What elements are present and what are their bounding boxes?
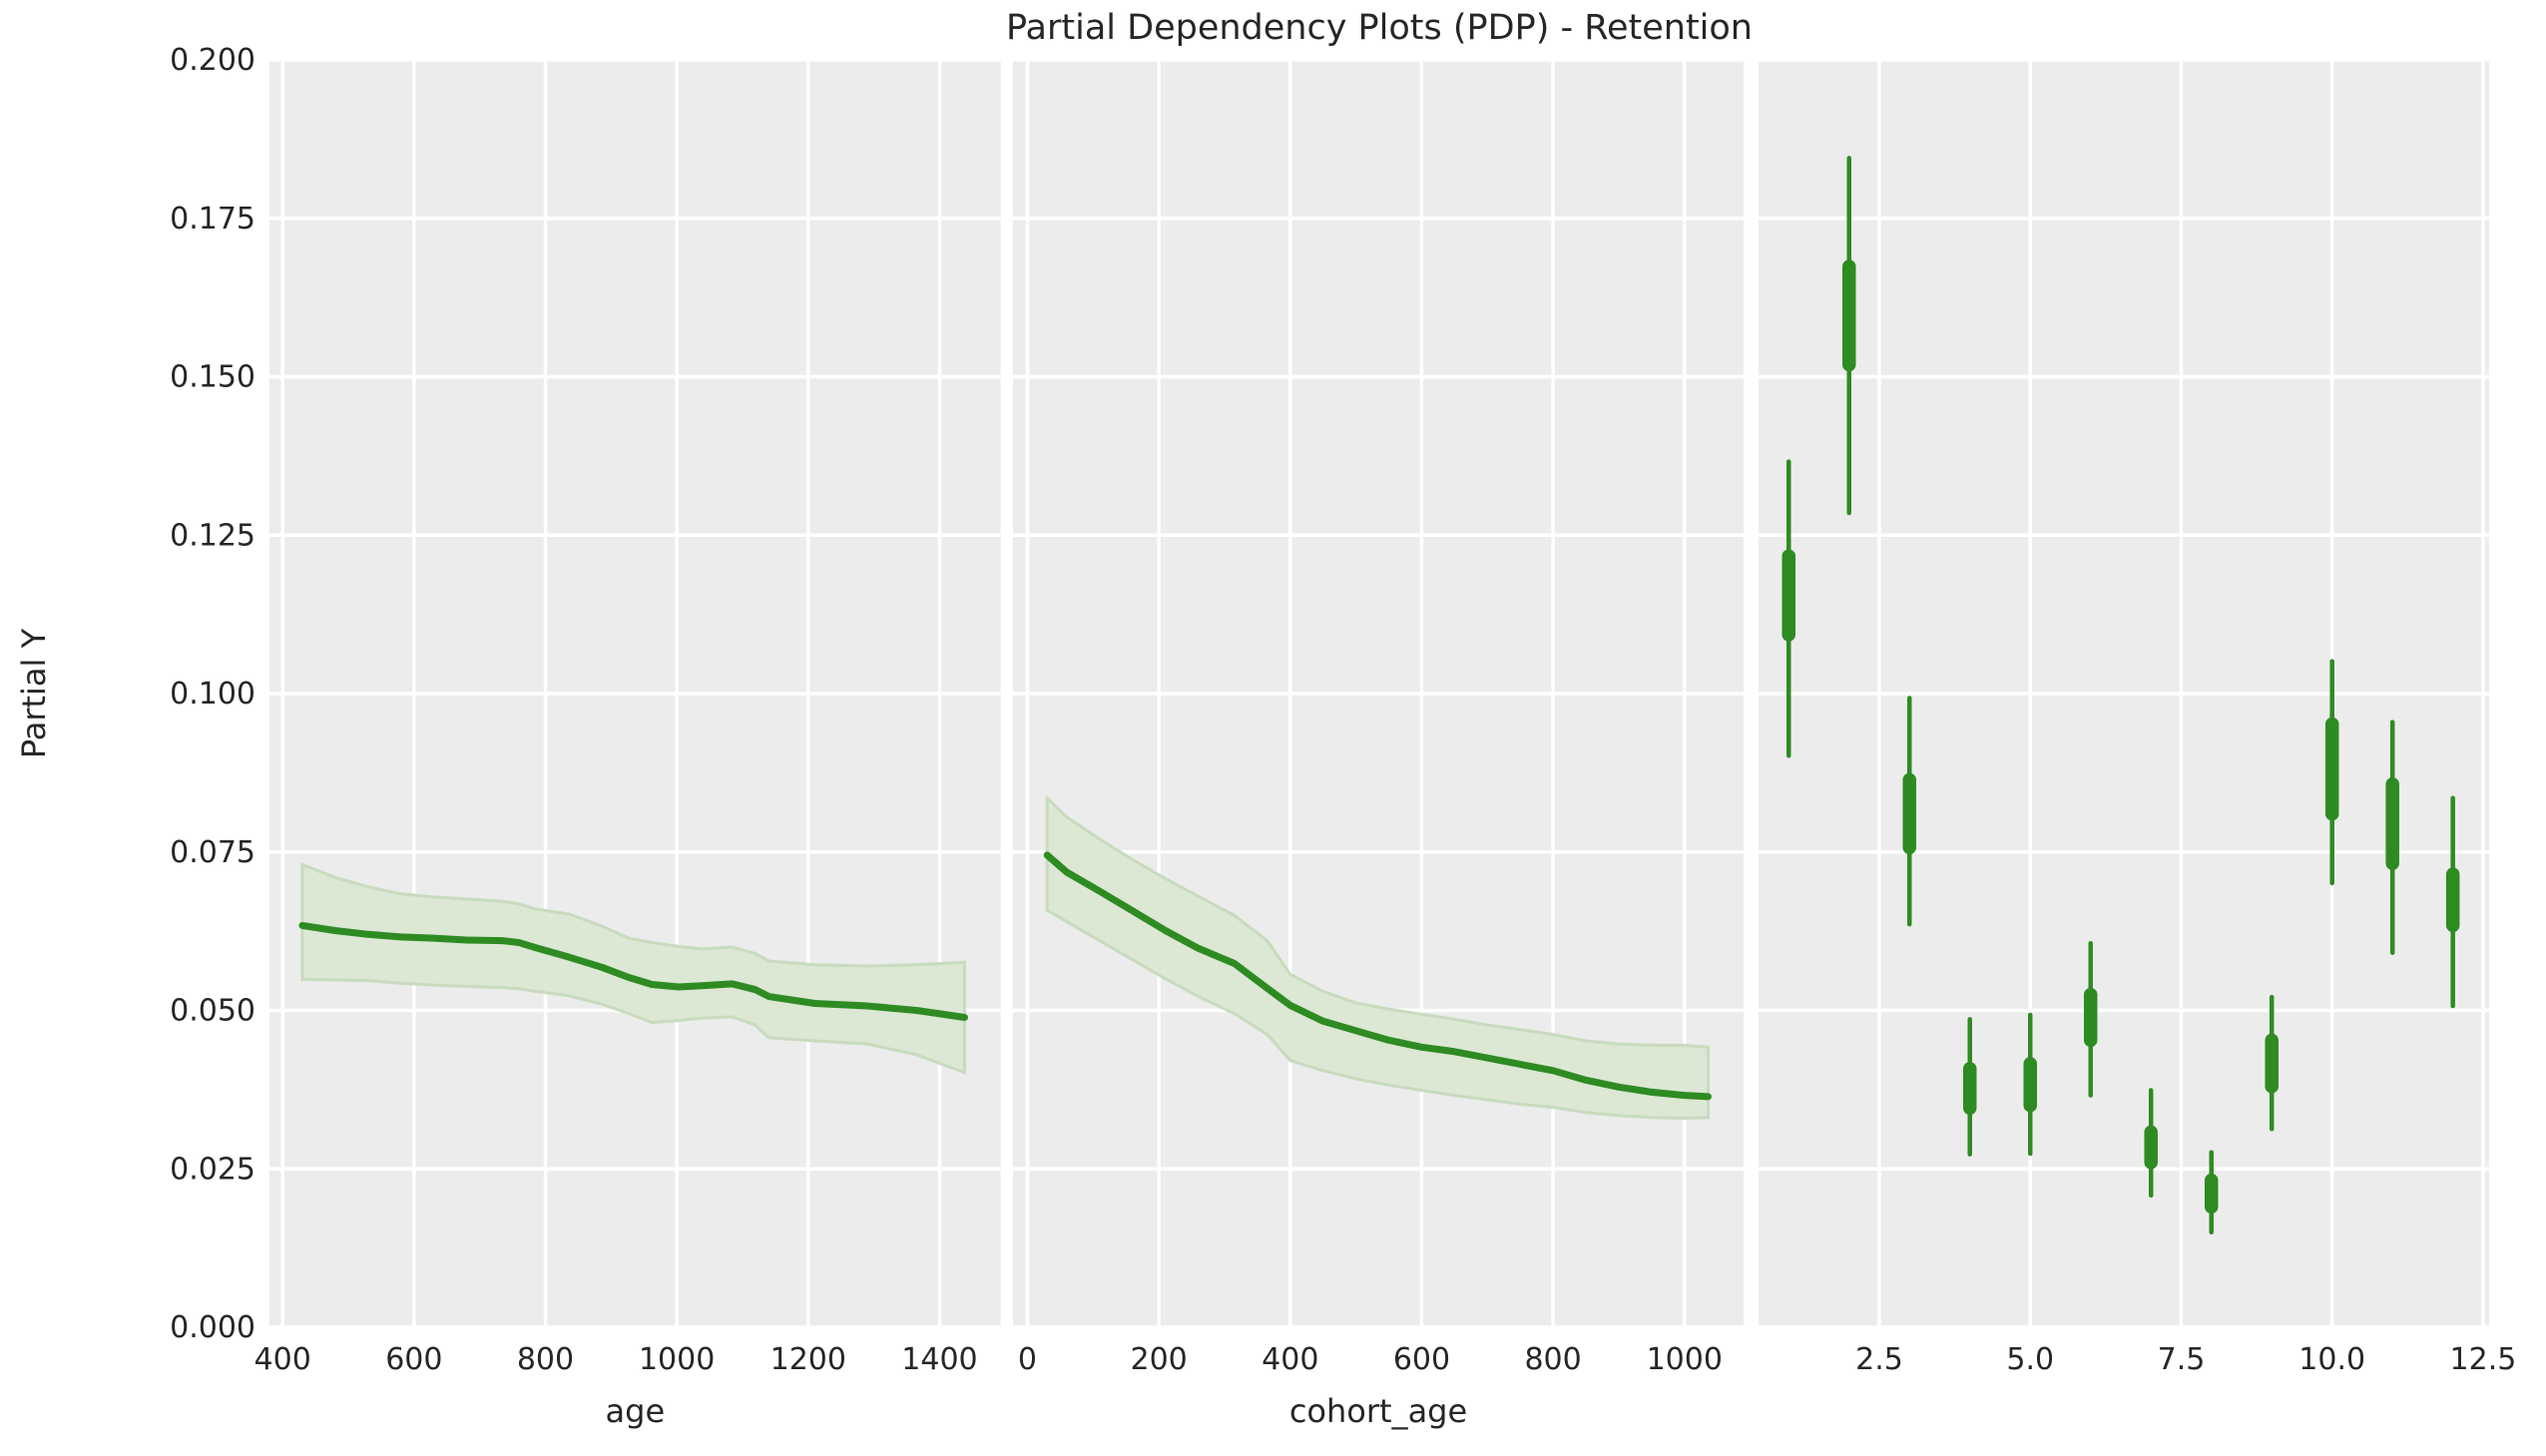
x-tick-label: 800 <box>517 1342 574 1377</box>
x-axis-label: age <box>606 1392 666 1430</box>
x-tick-label: 1200 <box>770 1342 846 1377</box>
y-tick-label: 0.000 <box>170 1310 255 1345</box>
x-axis-label: cohort_age <box>1289 1392 1467 1430</box>
x-tick-label: 1400 <box>901 1342 977 1377</box>
chart-title: Partial Dependency Plots (PDP) - Retenti… <box>1006 8 1753 48</box>
confidence-band <box>1045 794 1710 1120</box>
x-tick-label: 0 <box>1018 1342 1037 1377</box>
y-tick-label: 0.200 <box>170 43 255 78</box>
y-tick-label: 0.100 <box>170 677 255 712</box>
x-tick-label: 600 <box>385 1342 442 1377</box>
y-tick-label: 0.150 <box>170 360 255 395</box>
y-tick-label: 0.125 <box>170 518 255 553</box>
x-tick-label: 400 <box>255 1342 311 1377</box>
pdp-line <box>1043 851 1712 1101</box>
x-tick-label: 1000 <box>1647 1342 1723 1377</box>
y-tick-label: 0.175 <box>170 202 255 237</box>
x-tick-label: 2.5 <box>1855 1342 1903 1377</box>
x-tick-label: 10.0 <box>2298 1342 2365 1377</box>
y-tick-label: 0.025 <box>170 1152 255 1187</box>
x-tick-label: 400 <box>1262 1342 1318 1377</box>
x-tick-label: 7.5 <box>2158 1342 2206 1377</box>
x-tick-label: 12.5 <box>2450 1342 2517 1377</box>
confidence-band <box>300 862 966 1075</box>
y-axis-label: Partial Y <box>15 628 53 759</box>
y-tick-label: 0.075 <box>170 835 255 870</box>
pdp-line <box>298 921 968 1021</box>
x-tick-label: 200 <box>1131 1342 1188 1377</box>
x-tick-label: 800 <box>1524 1342 1581 1377</box>
x-tick-label: 1000 <box>639 1342 715 1377</box>
x-tick-label: 600 <box>1393 1342 1450 1377</box>
y-tick-label: 0.050 <box>170 994 255 1029</box>
x-tick-label: 5.0 <box>2006 1342 2054 1377</box>
